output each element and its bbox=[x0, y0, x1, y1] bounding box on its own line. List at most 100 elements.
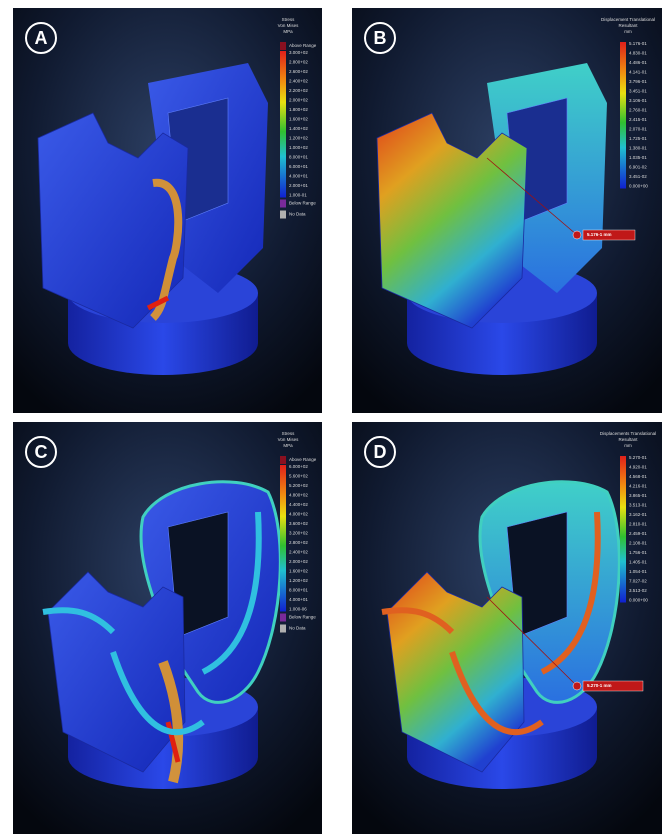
legend-tick-label: 8.000+01 bbox=[289, 588, 308, 593]
legend-tick-label: 1.756-01 bbox=[629, 550, 647, 555]
legend-tick-label: 2.800+02 bbox=[289, 60, 308, 65]
legend-tick-label: 3.513-01 bbox=[629, 503, 647, 508]
legend-tick-label: 4.830-01 bbox=[629, 51, 647, 56]
legend-tick-label: 1.400+02 bbox=[289, 126, 308, 131]
legend-tick-label: 2.459-01 bbox=[629, 531, 647, 536]
legend-tick-label: 2.000+02 bbox=[289, 559, 308, 564]
legend-tick-label: 2.000+01 bbox=[289, 183, 308, 188]
legend-tick-label: 3.000+02 bbox=[289, 50, 308, 55]
probe-label: 5.270-1 mm bbox=[587, 683, 612, 688]
legend-tick-label: 6.000+01 bbox=[289, 164, 308, 169]
front-block bbox=[376, 112, 528, 329]
base-bottom bbox=[407, 311, 597, 375]
legend-tick-label: 6.000+02 bbox=[289, 464, 308, 469]
probe-label: 5.176-1 mm bbox=[587, 232, 612, 237]
legend-tick-label: 3.451-02 bbox=[629, 174, 647, 179]
legend-tick-label: 5.600+02 bbox=[289, 474, 308, 479]
legend-tick-label: 7.027-02 bbox=[629, 579, 647, 584]
legend-colorbar bbox=[620, 456, 626, 603]
legend-swatch-nodata bbox=[280, 210, 286, 219]
legend-tick-label: 3.513-02 bbox=[629, 588, 647, 593]
legend-label: Below Range bbox=[289, 615, 316, 620]
legend-swatch-above bbox=[280, 456, 286, 464]
panel-label-circle bbox=[25, 436, 57, 468]
legend-tick-label: 1.405-01 bbox=[629, 560, 647, 565]
legend-tick-label: 1.200+02 bbox=[289, 136, 308, 141]
legend-tick-label: 0.000+00 bbox=[629, 598, 648, 603]
legend-tick-label: 4.216-01 bbox=[629, 484, 647, 489]
legend-tick-label: 3.796-01 bbox=[629, 79, 647, 84]
legend-tick-label: 3.600+02 bbox=[289, 521, 308, 526]
legend-tick-label: 1.380-01 bbox=[629, 146, 647, 151]
legend-title: mm bbox=[624, 29, 632, 34]
legend-tick-label: 2.400+02 bbox=[289, 550, 308, 555]
legend-colorbar bbox=[280, 465, 286, 612]
legend-tick-label: 4.000+02 bbox=[289, 512, 308, 517]
legend-tick-label: 1.800+02 bbox=[289, 107, 308, 112]
legend-label: No Data bbox=[289, 212, 306, 217]
legend-title: Von Mises bbox=[278, 23, 300, 28]
panel-label: A bbox=[35, 28, 48, 48]
legend-tick-label: 3.106-01 bbox=[629, 98, 647, 103]
legend-tick-label: 4.568-01 bbox=[629, 474, 647, 479]
legend-tick-label: 4.141-01 bbox=[629, 70, 647, 75]
legend-label: Above Range bbox=[289, 457, 317, 462]
legend-tick-label: 1.200+02 bbox=[289, 578, 308, 583]
legend-label: No Data bbox=[289, 626, 306, 631]
legend-tick-label: 4.000+01 bbox=[289, 174, 308, 179]
legend-tick-label: 2.200+02 bbox=[289, 88, 308, 93]
legend-title: Resultant bbox=[618, 23, 638, 28]
legend-swatch-nodata bbox=[280, 624, 286, 633]
lattice-strut bbox=[42, 511, 262, 736]
legend-label: Below Range bbox=[289, 201, 316, 206]
legend-tick-label: 2.760-01 bbox=[629, 108, 647, 113]
legend-tick-label: 5.176-01 bbox=[629, 41, 647, 46]
front-block bbox=[37, 112, 189, 329]
legend-colorbar bbox=[280, 51, 286, 198]
legend-title: MPa bbox=[283, 29, 293, 34]
panel-label: D bbox=[374, 442, 387, 462]
stress-hotspot bbox=[150, 178, 183, 321]
legend-swatch-above bbox=[280, 42, 286, 50]
probe-marker bbox=[572, 230, 582, 240]
legend-title: Displacements Translational bbox=[600, 431, 656, 436]
legend-tick-label: 2.810-01 bbox=[629, 522, 647, 527]
legend-tick-label: 4.400+02 bbox=[289, 502, 308, 507]
legend-title: Von Mises bbox=[278, 437, 300, 442]
probe-leader bbox=[486, 157, 578, 236]
legend-label: Above Range bbox=[289, 43, 317, 48]
legend-tick-label: 2.400+02 bbox=[289, 79, 308, 84]
legend-tick-label: 4.486-01 bbox=[629, 60, 647, 65]
legend-tick-label: 2.600+02 bbox=[289, 69, 308, 74]
probe-box bbox=[582, 229, 636, 241]
legend-title: Displacement Translational bbox=[601, 17, 655, 22]
legend-tick-label: 2.800+02 bbox=[289, 540, 308, 545]
legend-tick-label: 6.901-02 bbox=[629, 165, 647, 170]
legend-tick-label: 4.000+01 bbox=[289, 597, 308, 602]
legend-tick-label: 1.000-01 bbox=[289, 193, 307, 198]
legend-title: Stress bbox=[282, 431, 296, 436]
legend-swatch-below bbox=[280, 613, 286, 622]
legend-title: Stress bbox=[282, 17, 296, 22]
legend-tick-label: 3.162-01 bbox=[629, 512, 647, 517]
legend-tick-label: 3.451-01 bbox=[629, 89, 647, 94]
stress-peak bbox=[146, 295, 170, 311]
legend-tick-label: 2.070-01 bbox=[629, 127, 647, 132]
legend-tick-label: 2.415-01 bbox=[629, 117, 647, 122]
legend-tick-label: 5.200+02 bbox=[289, 483, 308, 488]
legend-tick-label: 1.000-06 bbox=[289, 607, 307, 612]
legend-title: mm bbox=[624, 443, 632, 448]
legend-title: MPa bbox=[283, 443, 293, 448]
panel-label: C bbox=[35, 442, 48, 462]
panel-label-circle bbox=[364, 436, 396, 468]
legend-tick-label: 4.800+02 bbox=[289, 493, 308, 498]
legend-tick-label: 3.200+02 bbox=[289, 531, 308, 536]
legend-tick-label: 2.000+02 bbox=[289, 98, 308, 103]
panel-label-circle bbox=[364, 22, 396, 54]
legend-tick-label: 1.725-01 bbox=[629, 136, 647, 141]
legend-tick-label: 0.000+00 bbox=[629, 184, 648, 189]
lattice-strut bbox=[381, 511, 601, 736]
panel-label-circle bbox=[25, 22, 57, 54]
